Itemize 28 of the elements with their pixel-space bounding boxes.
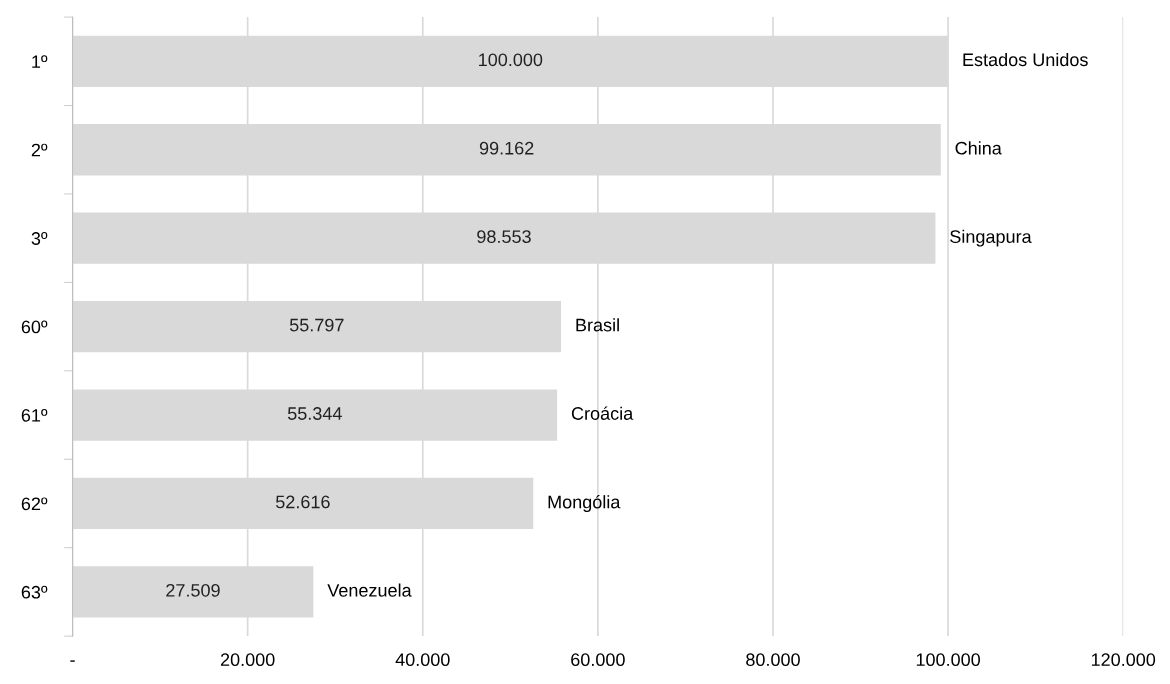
x-tick-label: - (70, 660, 75, 662)
y-tick-label: 3º (31, 232, 48, 245)
y-tick-label: 2º (31, 143, 48, 157)
annotation: China (955, 141, 1002, 155)
data-label: 55.797 (289, 318, 344, 332)
data-label: 98.553 (477, 230, 531, 244)
x-tick-label: 60.000 (571, 653, 625, 667)
annotation: Estados Unidos (963, 52, 1088, 67)
data-label: 100.000 (479, 53, 543, 67)
x-tick-label: 100.000 (916, 653, 981, 667)
data-label: 27.509 (166, 583, 220, 597)
annotation: Croácia (571, 406, 634, 420)
y-tick-label: 60º (21, 320, 48, 334)
data-label: 55.344 (287, 407, 342, 420)
y-tick-label: 1º (32, 55, 48, 68)
data-label: 99.162 (479, 141, 534, 155)
x-tick-label: 120.000 (1091, 653, 1156, 667)
x-tick-label: 40.000 (395, 653, 450, 667)
y-tick-label: 63º (21, 585, 48, 599)
y-tick-label: 62º (21, 497, 48, 511)
annotation: Mongólia (548, 494, 621, 512)
annotation: Brasil (576, 318, 619, 332)
x-tick-label: 80.000 (746, 653, 800, 667)
annotation: Singapura (950, 229, 1032, 247)
y-tick-label: 61º (21, 408, 48, 422)
annotation: Venezuela (327, 583, 412, 597)
x-tick-label: 20.000 (220, 653, 275, 667)
data-label: 52.616 (275, 495, 330, 509)
